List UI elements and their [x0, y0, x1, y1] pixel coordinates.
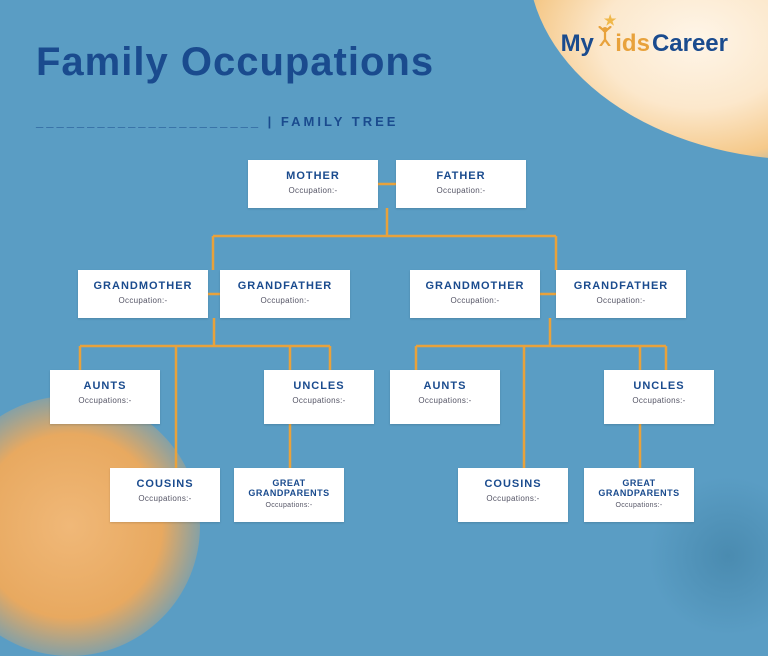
- node-occupation-label: Occupations:-: [56, 396, 154, 405]
- node-occupation-label: Occupations:-: [240, 502, 338, 509]
- node-occupation-label: Occupations:-: [464, 494, 562, 503]
- node-gf-r: GRANDFATHER Occupation:-: [556, 270, 686, 318]
- node-label: UNCLES: [270, 380, 368, 392]
- logo-text-career: Career: [652, 30, 728, 58]
- logo-text-k: ★K: [596, 30, 613, 58]
- node-mother: MOTHER Occupation:-: [248, 160, 378, 208]
- node-label: GRANDMOTHER: [84, 280, 202, 292]
- node-ggp-l: GREAT GRANDPARENTS Occupations:-: [234, 468, 344, 522]
- node-occupation-label: Occupation:-: [562, 296, 680, 305]
- node-label: COUSINS: [464, 478, 562, 490]
- subtitle-label: | FAMILY TREE: [261, 114, 398, 129]
- node-aunts-r: AUNTS Occupations:-: [390, 370, 500, 424]
- node-label: UNCLES: [610, 380, 708, 392]
- node-label: GREAT GRANDPARENTS: [240, 478, 338, 498]
- node-label: GRANDFATHER: [226, 280, 344, 292]
- background-blob-top-right: [528, 0, 768, 160]
- node-label: GREAT GRANDPARENTS: [590, 478, 688, 498]
- node-occupation-label: Occupations:-: [270, 396, 368, 405]
- logo-text-my: My: [561, 30, 594, 58]
- page-title: Family Occupations: [36, 40, 434, 85]
- node-aunts-l: AUNTS Occupations:-: [50, 370, 160, 424]
- node-label: GRANDMOTHER: [416, 280, 534, 292]
- node-gf-l: GRANDFATHER Occupation:-: [220, 270, 350, 318]
- node-cousins-l: COUSINS Occupations:-: [110, 468, 220, 522]
- node-occupation-label: Occupation:-: [84, 296, 202, 305]
- family-tree: MOTHEROccupation:-FATHEROccupation:-GRAN…: [0, 160, 768, 576]
- node-label: FATHER: [402, 170, 520, 182]
- node-occupation-label: Occupation:-: [254, 186, 372, 195]
- node-label: AUNTS: [396, 380, 494, 392]
- node-label: COUSINS: [116, 478, 214, 490]
- node-gm-r: GRANDMOTHER Occupation:-: [410, 270, 540, 318]
- subtitle-blank: ______________________: [36, 114, 261, 129]
- subtitle: ______________________ | FAMILY TREE: [36, 114, 398, 129]
- node-father: FATHER Occupation:-: [396, 160, 526, 208]
- node-label: AUNTS: [56, 380, 154, 392]
- logo-text-ids: ids: [615, 30, 650, 58]
- node-gm-l: GRANDMOTHER Occupation:-: [78, 270, 208, 318]
- node-occupation-label: Occupation:-: [226, 296, 344, 305]
- node-occupation-label: Occupation:-: [402, 186, 520, 195]
- node-occupation-label: Occupations:-: [116, 494, 214, 503]
- node-label: GRANDFATHER: [562, 280, 680, 292]
- node-occupation-label: Occupations:-: [590, 502, 688, 509]
- node-occupation-label: Occupations:-: [396, 396, 494, 405]
- node-occupation-label: Occupations:-: [610, 396, 708, 405]
- logo: My★KidsCareer: [561, 30, 728, 58]
- node-cousins-r: COUSINS Occupations:-: [458, 468, 568, 522]
- node-label: MOTHER: [254, 170, 372, 182]
- node-ggp-r: GREAT GRANDPARENTS Occupations:-: [584, 468, 694, 522]
- node-occupation-label: Occupation:-: [416, 296, 534, 305]
- node-uncles-l: UNCLES Occupations:-: [264, 370, 374, 424]
- node-uncles-r: UNCLES Occupations:-: [604, 370, 714, 424]
